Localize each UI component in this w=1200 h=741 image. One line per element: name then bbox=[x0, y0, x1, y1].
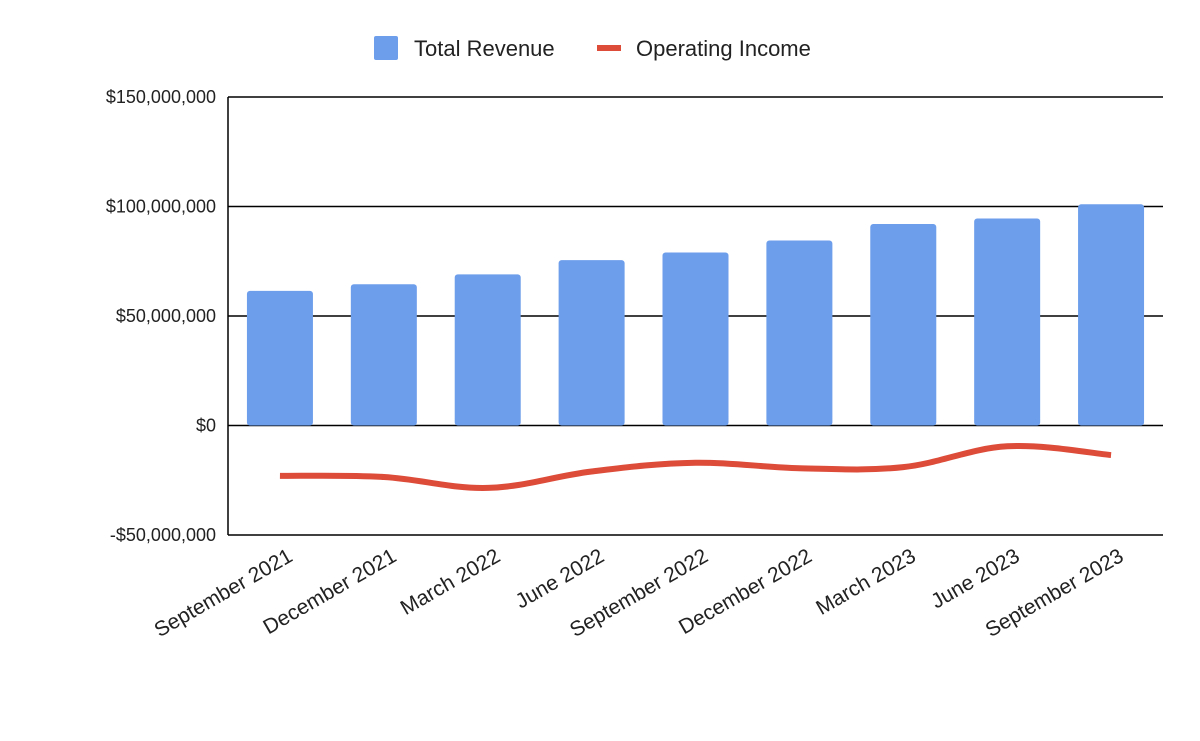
bar-total-revenue bbox=[454, 274, 521, 426]
bar-total-revenue bbox=[766, 240, 833, 426]
y-tick-label: $0 bbox=[196, 416, 216, 436]
y-tick-label: $50,000,000 bbox=[116, 306, 216, 326]
x-tick-label: June 2022 bbox=[512, 544, 608, 613]
y-axis: -$50,000,000 $0 $50,000,000 $100,000,000 $15… bbox=[106, 87, 229, 545]
bar-total-revenue bbox=[558, 260, 625, 426]
bar-total-revenue bbox=[662, 252, 729, 426]
legend-label-operating-income: Operating Income bbox=[636, 36, 811, 61]
x-tick-label: June 2023 bbox=[927, 544, 1023, 613]
line-operating-income bbox=[279, 442, 1112, 491]
bar-total-revenue bbox=[350, 284, 417, 426]
bar-total-revenue bbox=[870, 224, 937, 426]
legend-swatch-total-revenue bbox=[374, 36, 398, 60]
y-tick-label: $150,000,000 bbox=[106, 87, 216, 107]
bar-total-revenue bbox=[974, 218, 1041, 426]
y-tick-label: -$50,000,000 bbox=[110, 525, 216, 545]
legend-label-total-revenue: Total Revenue bbox=[414, 36, 555, 61]
x-tick-label: March 2023 bbox=[812, 544, 920, 619]
legend: Total Revenue Operating Income bbox=[374, 36, 811, 61]
y-tick-label: $100,000,000 bbox=[106, 197, 216, 217]
bar-total-revenue bbox=[1078, 204, 1145, 426]
bar-total-revenue bbox=[246, 290, 313, 426]
x-tick-label: March 2022 bbox=[397, 544, 505, 619]
bars bbox=[246, 204, 1145, 426]
line-series bbox=[279, 442, 1112, 491]
